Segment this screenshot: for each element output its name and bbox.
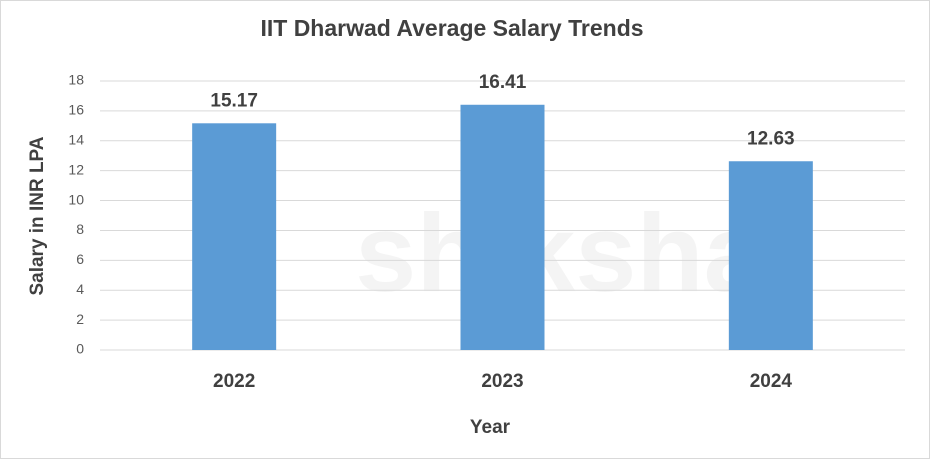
y-tick-label: 0 (76, 341, 84, 357)
watermark: shiksha (355, 192, 765, 315)
y-axis-label: Salary in INR LPA (27, 136, 48, 295)
y-tick-label: 18 (68, 72, 84, 88)
y-tick-label: 8 (76, 221, 84, 237)
x-axis-label: Year (470, 417, 511, 438)
y-tick-label: 16 (68, 102, 84, 118)
y-tick-label: 6 (76, 251, 84, 267)
bar (192, 123, 277, 350)
y-tick-label: 14 (68, 131, 84, 147)
chart-title: IIT Dharwad Average Salary Trends (260, 15, 643, 41)
bar (460, 104, 545, 351)
y-tick-label: 12 (68, 161, 84, 177)
x-tick-label: 2024 (750, 371, 793, 392)
data-label: 16.41 (479, 72, 527, 93)
x-tick-label: 2022 (213, 371, 255, 392)
y-tick-label: 4 (76, 281, 84, 297)
y-tick-label: 10 (68, 191, 84, 207)
y-tick-label: 2 (76, 311, 84, 327)
bar (728, 161, 813, 350)
x-tick-label: 2023 (481, 371, 523, 392)
data-label: 12.63 (747, 128, 795, 149)
data-label: 15.17 (210, 90, 258, 111)
